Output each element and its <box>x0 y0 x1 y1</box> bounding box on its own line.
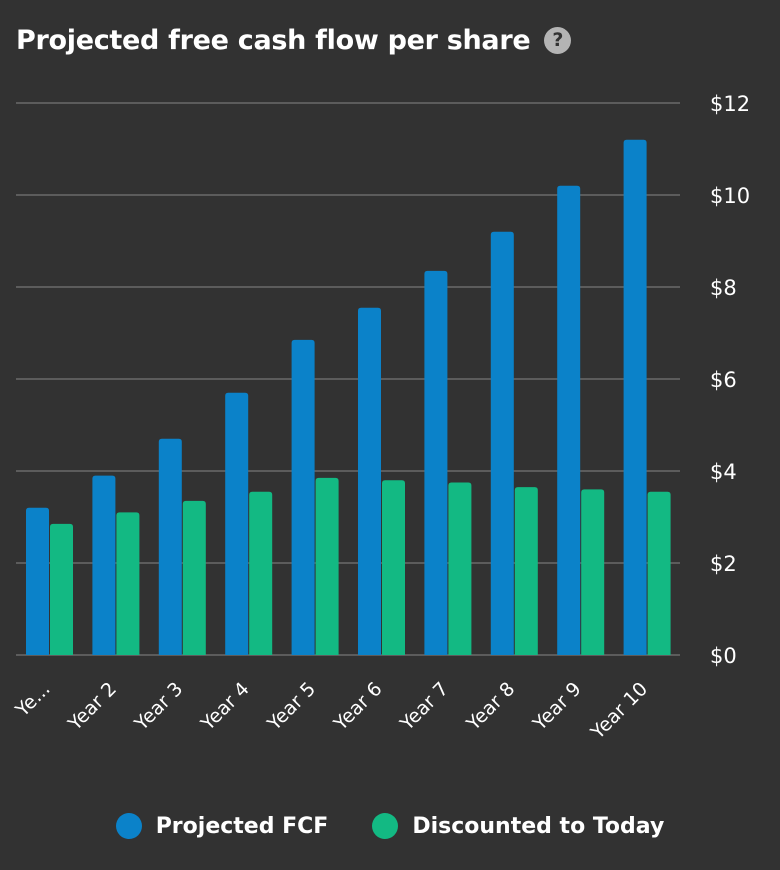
projected-fcf-bar <box>557 185 581 656</box>
discounted-bar <box>647 491 671 655</box>
discounted-bar <box>581 489 605 655</box>
discounted-bar <box>448 482 472 655</box>
x-tick-label: Year 5 <box>263 678 321 736</box>
projected-fcf-bar <box>358 307 381 655</box>
x-tick-label: Year 4 <box>196 678 254 736</box>
x-axis-ticks: Ye... Year 2 Year 3 Year 4 Year 5 Year 6 Year … <box>11 678 652 744</box>
discounted-bar <box>249 491 273 655</box>
projected-fcf-bar <box>225 392 249 655</box>
x-tick-label: Year 7 <box>395 678 453 736</box>
projected-fcf-bar <box>424 270 448 655</box>
chart-header: Projected free cash flow per share ? <box>16 20 572 60</box>
x-tick-label: Year 9 <box>528 678 586 736</box>
projected-fcf-bar <box>291 339 315 655</box>
y-tick-label: $0 <box>710 644 737 668</box>
bar-chart: $0 $2 $4 $6 $8 $10 $12 Ye... Year 2 Year 3 Year 4… <box>11 92 750 744</box>
x-tick-label: Year 2 <box>63 678 121 736</box>
projected-fcf-bar <box>623 139 647 656</box>
gridlines <box>16 102 680 656</box>
y-tick-label: $8 <box>710 276 737 300</box>
discounted-bar <box>315 477 339 655</box>
y-tick-label: $10 <box>710 184 750 208</box>
legend-label: Projected FCF <box>155 813 329 839</box>
discounted-swatch-icon <box>372 813 399 839</box>
y-tick-label: $12 <box>710 92 750 116</box>
legend-item-projected-fcf[interactable]: Projected FCF <box>115 813 329 839</box>
x-tick-label: Ye... <box>11 678 55 722</box>
x-tick-label: Year 10 <box>586 678 652 744</box>
y-tick-label: $2 <box>710 552 737 576</box>
y-axis-ticks: $0 $2 $4 $6 $8 $10 $12 <box>710 92 750 668</box>
projected-fcf-bar <box>26 507 49 655</box>
x-tick-label: Year 8 <box>462 678 520 736</box>
discounted-bar <box>382 480 405 655</box>
chart-title: Projected free cash flow per share <box>16 24 531 56</box>
projected-fcf-bar <box>92 475 116 655</box>
y-tick-label: $6 <box>710 368 737 392</box>
question-mark-icon[interactable]: ? <box>544 26 572 54</box>
bars <box>26 139 671 656</box>
x-tick-label: Year 6 <box>329 678 387 736</box>
discounted-bar <box>182 500 206 655</box>
legend-label: Discounted to Today <box>412 813 665 839</box>
projected-fcf-bar <box>158 438 182 655</box>
legend-item-discounted-to-today[interactable]: Discounted to Today <box>372 813 664 839</box>
discounted-bar <box>116 512 140 655</box>
projected-fcf-bar <box>490 231 514 656</box>
discounted-bar <box>514 487 538 655</box>
legend: Projected FCF Discounted to Today <box>0 806 780 846</box>
projected-fcf-swatch-icon <box>115 813 142 839</box>
y-tick-label: $4 <box>710 460 737 484</box>
x-tick-label: Year 3 <box>130 678 188 736</box>
discounted-bar <box>50 523 73 655</box>
